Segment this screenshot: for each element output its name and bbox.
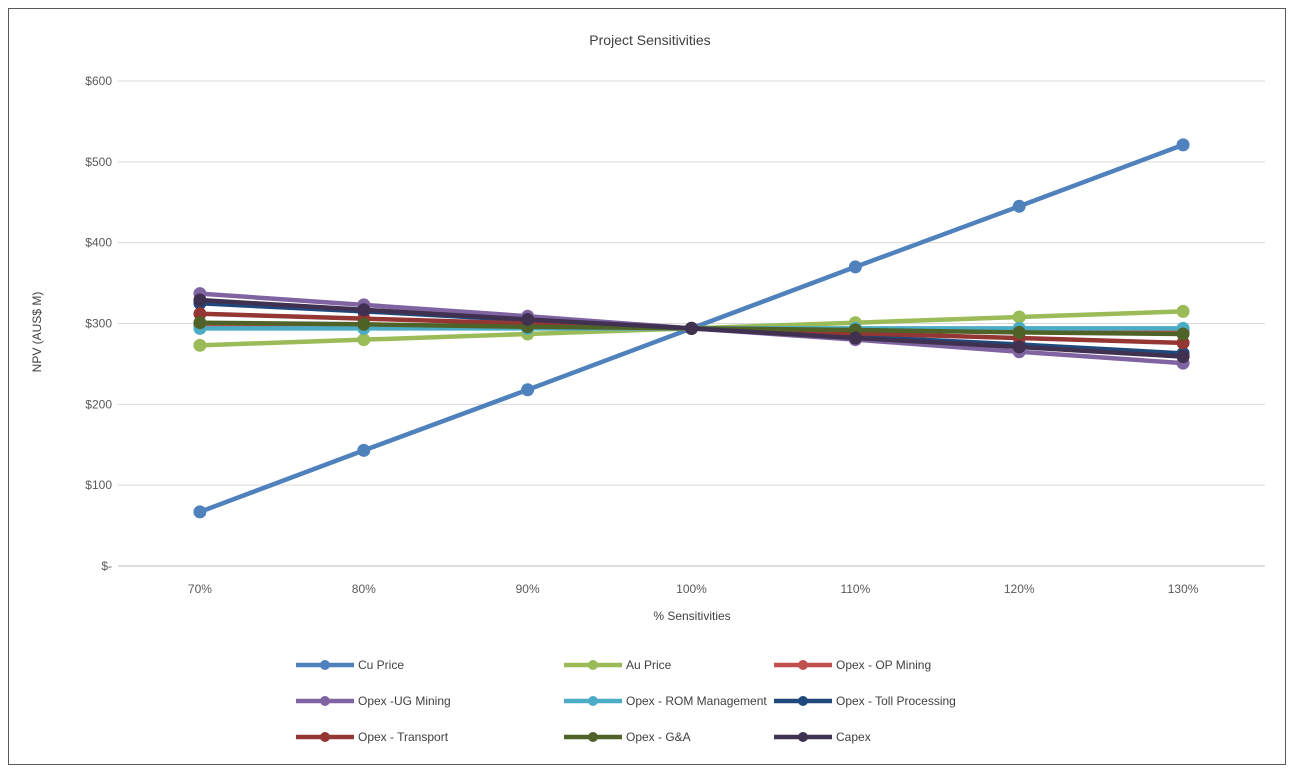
data-point bbox=[1176, 327, 1190, 341]
x-tick-label: 90% bbox=[516, 582, 540, 596]
data-point bbox=[357, 317, 371, 331]
data-point bbox=[848, 260, 862, 274]
legend-item: Opex - OP Mining bbox=[774, 658, 931, 672]
y-axis-ticks: $- $100 $200 $300 $400 $500 $600 bbox=[85, 74, 112, 573]
legend-label: Opex - Toll Processing bbox=[836, 694, 956, 708]
data-point bbox=[1176, 336, 1190, 350]
x-axis-ticks: 70% 80% 90% 100% 110% 120% 130% bbox=[188, 582, 1199, 596]
legend-item: Opex - Transport bbox=[296, 730, 449, 744]
y-tick-label: $100 bbox=[85, 478, 112, 492]
y-tick-label: $300 bbox=[85, 317, 112, 331]
line-chart: Project Sensitivities $- $100 $200 $300 $400… bbox=[30, 32, 1265, 744]
y-tick-label: $200 bbox=[85, 397, 112, 411]
legend-label: Cu Price bbox=[358, 658, 404, 672]
series-lines bbox=[193, 138, 1190, 519]
data-point bbox=[1176, 138, 1190, 152]
y-axis-title: NPV (AUS$ M) bbox=[30, 292, 44, 373]
data-point bbox=[193, 338, 207, 352]
x-tick-label: 120% bbox=[1004, 582, 1035, 596]
data-point bbox=[1012, 340, 1026, 354]
legend-swatch-marker bbox=[320, 660, 330, 670]
data-point bbox=[685, 321, 698, 335]
legend-swatch-marker bbox=[798, 696, 808, 706]
legend-label: Au Price bbox=[626, 658, 672, 672]
legend-label: Opex - ROM Management bbox=[626, 694, 767, 708]
legend-swatch-marker bbox=[320, 696, 330, 706]
data-point bbox=[1012, 310, 1026, 324]
legend-item: Capex bbox=[774, 730, 871, 744]
legend-swatch-marker bbox=[588, 732, 598, 742]
legend: Cu Price Au Price Opex - OP Mining Opex -UG… bbox=[296, 658, 956, 744]
series-capex bbox=[193, 293, 1190, 364]
x-axis-title: % Sensitivities bbox=[653, 609, 730, 623]
chart-frame: Project Sensitivities $- $100 $200 $300 $400… bbox=[8, 8, 1286, 765]
legend-swatch-marker bbox=[588, 660, 598, 670]
chart-title: Project Sensitivities bbox=[589, 32, 710, 48]
y-tick-label: $400 bbox=[85, 236, 112, 250]
data-point bbox=[1176, 350, 1190, 364]
data-point bbox=[193, 293, 207, 307]
x-tick-label: 110% bbox=[840, 582, 870, 596]
data-point bbox=[848, 331, 862, 345]
y-tick-label: $- bbox=[101, 559, 112, 573]
legend-item: Opex - Toll Processing bbox=[774, 694, 956, 708]
data-point bbox=[193, 307, 207, 321]
legend-label: Capex bbox=[836, 730, 871, 744]
legend-label: Opex -UG Mining bbox=[358, 694, 451, 708]
legend-item: Au Price bbox=[564, 658, 672, 672]
data-point bbox=[521, 312, 535, 326]
data-point bbox=[1176, 304, 1190, 318]
data-point bbox=[521, 383, 535, 397]
legend-item: Cu Price bbox=[296, 658, 404, 672]
legend-item: Opex - ROM Management bbox=[564, 694, 767, 708]
data-point bbox=[1012, 199, 1026, 213]
y-tick-label: $500 bbox=[85, 155, 112, 169]
x-tick-label: 130% bbox=[1168, 582, 1199, 596]
legend-item: Opex - G&A bbox=[564, 730, 691, 744]
legend-item: Opex -UG Mining bbox=[296, 694, 451, 708]
legend-swatch-marker bbox=[798, 660, 808, 670]
legend-label: Opex - Transport bbox=[358, 730, 449, 744]
legend-swatch-marker bbox=[320, 732, 330, 742]
data-point bbox=[357, 303, 371, 317]
x-tick-label: 70% bbox=[188, 582, 212, 596]
x-tick-label: 80% bbox=[352, 582, 376, 596]
legend-label: Opex - G&A bbox=[626, 730, 691, 744]
legend-label: Opex - OP Mining bbox=[836, 658, 931, 672]
data-point bbox=[357, 333, 371, 347]
x-tick-label: 100% bbox=[676, 582, 707, 596]
y-tick-label: $600 bbox=[85, 74, 112, 88]
legend-swatch-marker bbox=[588, 696, 598, 706]
data-point bbox=[1012, 325, 1026, 339]
legend-swatch-marker bbox=[798, 732, 808, 742]
data-point bbox=[193, 505, 207, 519]
data-point bbox=[193, 316, 207, 330]
data-point bbox=[357, 443, 371, 457]
